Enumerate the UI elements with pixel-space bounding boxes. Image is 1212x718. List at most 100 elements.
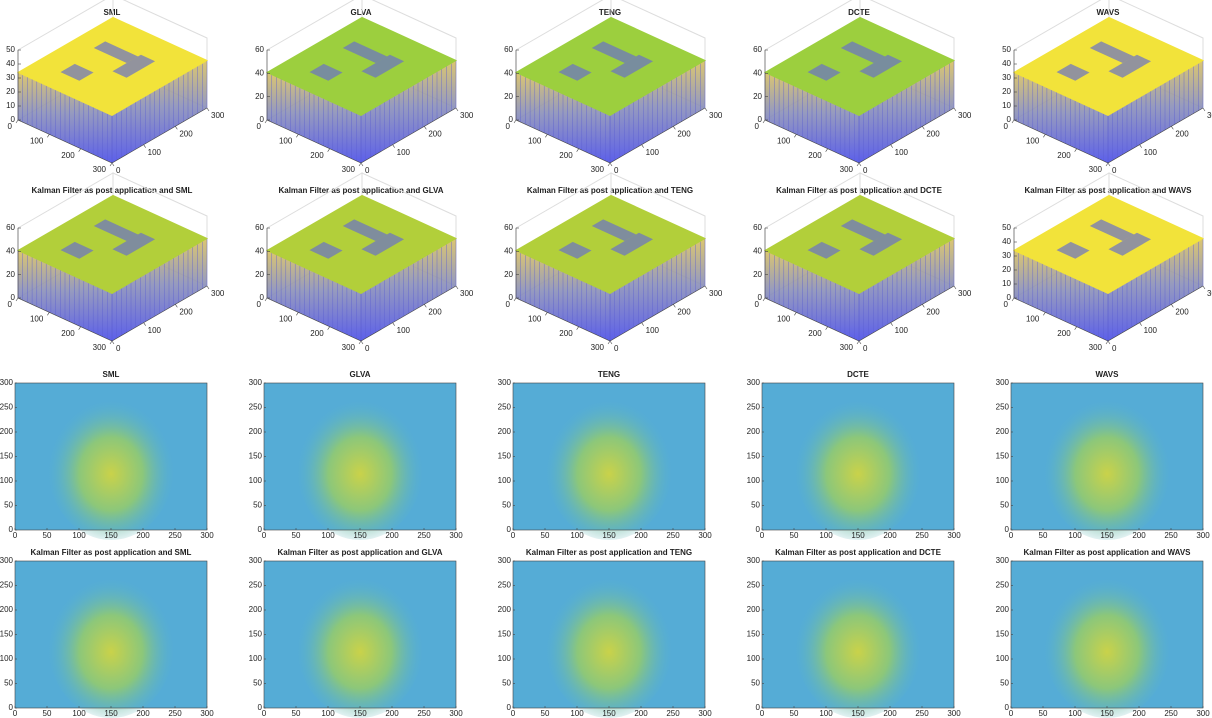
x-tick	[1106, 341, 1108, 344]
chart-title: Kalman Filter as post application and WA…	[1025, 186, 1193, 195]
y-tick-label: 300	[958, 289, 972, 298]
x-tick	[16, 298, 18, 301]
x-tick-label: 0	[511, 709, 516, 718]
y-tick	[891, 323, 893, 326]
x-tick	[1075, 149, 1077, 152]
x-tick-label: 0	[506, 300, 511, 309]
x-tick-label: 300	[591, 165, 605, 174]
y-tick-label: 0	[1005, 525, 1010, 534]
x-tick-label: 150	[851, 709, 865, 718]
y-tick-label: 0	[365, 166, 370, 175]
y-tick-label: 0	[863, 166, 868, 175]
y-tick-label: 50	[1000, 679, 1009, 688]
x-tick-label: 300	[947, 531, 961, 540]
y-tick-label: 100	[996, 476, 1010, 485]
y-tick-label: 250	[498, 581, 512, 590]
x-tick	[16, 120, 18, 123]
x-tick-label: 300	[698, 531, 712, 540]
y-tick	[673, 126, 675, 129]
x-tick-label: 100	[30, 314, 44, 323]
y-tick-label: 100	[895, 148, 909, 157]
x-tick-label: 300	[591, 343, 605, 352]
x-tick-label: 200	[1132, 709, 1146, 718]
z-tick-label: 20	[255, 270, 264, 279]
z-tick-label: 60	[753, 223, 762, 232]
x-tick-label: 300	[1089, 165, 1103, 174]
y-tick	[1203, 286, 1205, 289]
x-tick	[328, 149, 330, 152]
z-tick-label: 40	[753, 68, 762, 77]
x-tick	[763, 120, 765, 123]
x-tick-label: 300	[1196, 531, 1210, 540]
x-tick	[47, 312, 49, 315]
y-tick-label: 0	[9, 525, 14, 534]
x-tick	[79, 327, 81, 330]
x-tick-label: 100	[321, 531, 335, 540]
y-tick	[1203, 108, 1205, 111]
z-tick-label: 20	[255, 92, 264, 101]
y-tick-label: 300	[996, 556, 1010, 565]
y-tick	[859, 341, 861, 344]
chart-title: Kalman Filter as post application and DC…	[775, 548, 941, 557]
x-tick-label: 50	[790, 531, 799, 540]
heatmap-image	[48, 571, 175, 718]
y-tick-label: 300	[211, 289, 225, 298]
y-tick-label: 100	[646, 326, 660, 335]
z-tick-label: 20	[753, 92, 762, 101]
y-tick-label: 300	[460, 111, 474, 120]
chart-title: GLVA	[349, 370, 370, 379]
y-tick-label: 0	[258, 525, 263, 534]
y-tick-label: 0	[1112, 166, 1117, 175]
y-tick	[859, 163, 861, 166]
y-tick	[954, 108, 956, 111]
z-tick-label: 60	[504, 45, 513, 54]
y-tick-label: 200	[0, 427, 14, 436]
y-tick	[361, 163, 363, 166]
y-tick-label: 250	[996, 581, 1010, 590]
z-tick-label: 40	[753, 246, 762, 255]
y-tick-label: 0	[365, 344, 370, 353]
z-tick-label: 60	[504, 223, 513, 232]
y-tick-label: 300	[996, 378, 1010, 387]
y-tick-label: 50	[502, 679, 511, 688]
x-tick-label: 0	[511, 531, 516, 540]
z-tick-label: 20	[1002, 87, 1011, 96]
z-tick-label: 60	[255, 223, 264, 232]
chart-title: TENG	[599, 8, 621, 17]
z-tick-label: 40	[6, 246, 15, 255]
z-tick-label: 40	[1002, 237, 1011, 246]
x-tick-label: 0	[262, 709, 267, 718]
y-tick	[393, 145, 395, 148]
x-tick-label: 0	[760, 531, 765, 540]
x-tick	[545, 312, 547, 315]
x-tick-label: 300	[93, 165, 107, 174]
x-tick-label: 150	[104, 709, 118, 718]
x-tick-label: 250	[417, 531, 431, 540]
x-tick-label: 0	[760, 709, 765, 718]
x-tick-label: 200	[385, 709, 399, 718]
y-tick-label: 300	[709, 289, 723, 298]
y-tick	[456, 286, 458, 289]
y-tick-label: 200	[747, 427, 761, 436]
x-tick-label: 250	[915, 531, 929, 540]
z-tick-label: 50	[1002, 45, 1011, 54]
y-tick	[891, 145, 893, 148]
x-tick-label: 200	[883, 709, 897, 718]
x-tick-label: 300	[698, 709, 712, 718]
y-tick	[1140, 323, 1142, 326]
y-tick-label: 0	[9, 703, 14, 712]
y-tick	[112, 163, 114, 166]
y-tick-label: 250	[498, 403, 512, 412]
heatmap-image	[48, 393, 175, 540]
y-tick-label: 200	[179, 129, 193, 138]
y-tick-label: 0	[116, 166, 121, 175]
z-tick-label: 20	[6, 87, 15, 96]
y-tick	[112, 341, 114, 344]
y-tick-label: 100	[148, 326, 162, 335]
y-tick-label: 50	[4, 501, 13, 510]
y-tick-label: 200	[428, 129, 442, 138]
y-tick-label: 0	[507, 703, 512, 712]
x-tick-label: 100	[321, 709, 335, 718]
y-tick-label: 300	[958, 111, 972, 120]
y-tick	[393, 323, 395, 326]
